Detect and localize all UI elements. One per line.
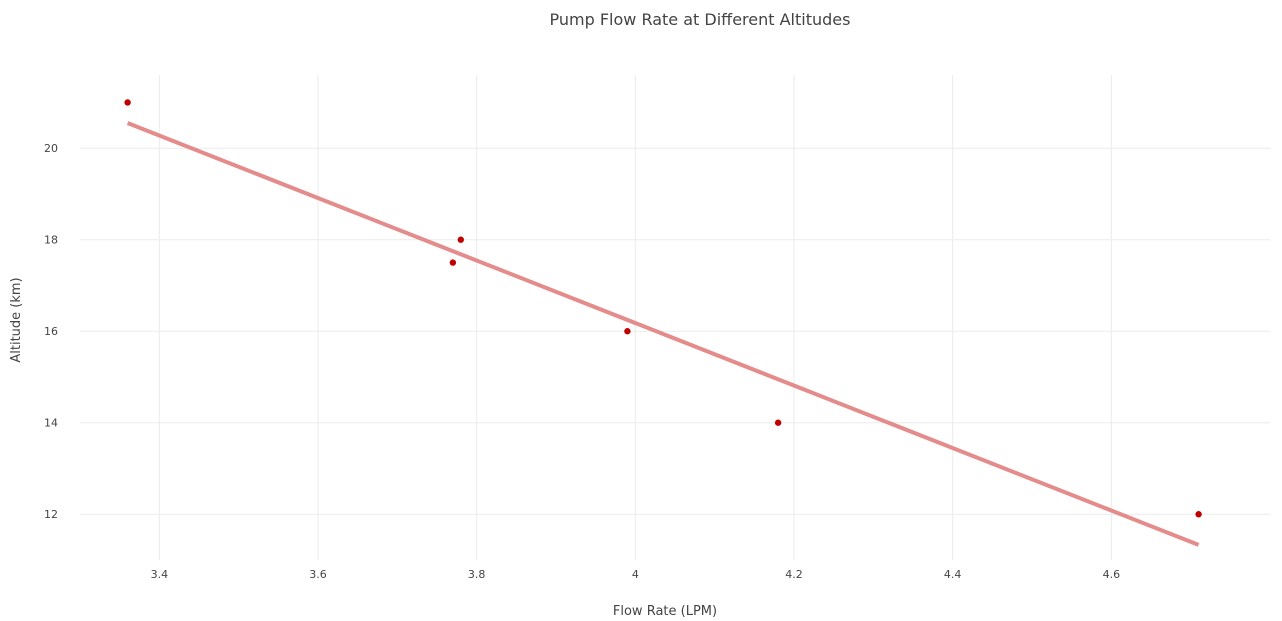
x-axis-label: Flow Rate (LPM) (613, 604, 717, 619)
scatter-point-0 (124, 99, 131, 106)
x-tick-label-1: 3.6 (309, 568, 327, 581)
scatter-point-4 (774, 419, 782, 426)
y-tick-label-0: 12 (44, 508, 58, 521)
scatter-points-layer (124, 99, 1202, 518)
scatter-point-2 (457, 236, 464, 243)
y-tick-label-3: 18 (44, 234, 58, 247)
y-tick-label-4: 20 (44, 142, 58, 155)
trend-line (126, 121, 1200, 547)
tick-labels-layer: 3.4 3.6 3.8 4 4.2 4.4 4.6 12 14 16 18 20 (44, 142, 1120, 581)
scatter-point-1 (449, 259, 457, 266)
x-tick-label-6: 4.6 (1103, 568, 1121, 581)
grid (80, 75, 1270, 560)
x-tick-label-3: 4 (632, 568, 639, 581)
y-tick-label-2: 16 (44, 325, 58, 338)
scatter-point-3 (624, 328, 631, 335)
y-axis-label: Altitude (km) (9, 277, 24, 362)
chart-title: Pump Flow Rate at Different Altitudes (550, 10, 851, 29)
x-tick-label-2: 3.8 (468, 568, 486, 581)
x-tick-label-5: 4.4 (944, 568, 962, 581)
x-tick-label-0: 3.4 (151, 568, 169, 581)
x-tick-label-4: 4.2 (785, 568, 803, 581)
y-tick-label-1: 14 (44, 417, 58, 430)
trend-line-layer (126, 121, 1200, 547)
scatter-point-5 (1195, 511, 1202, 518)
